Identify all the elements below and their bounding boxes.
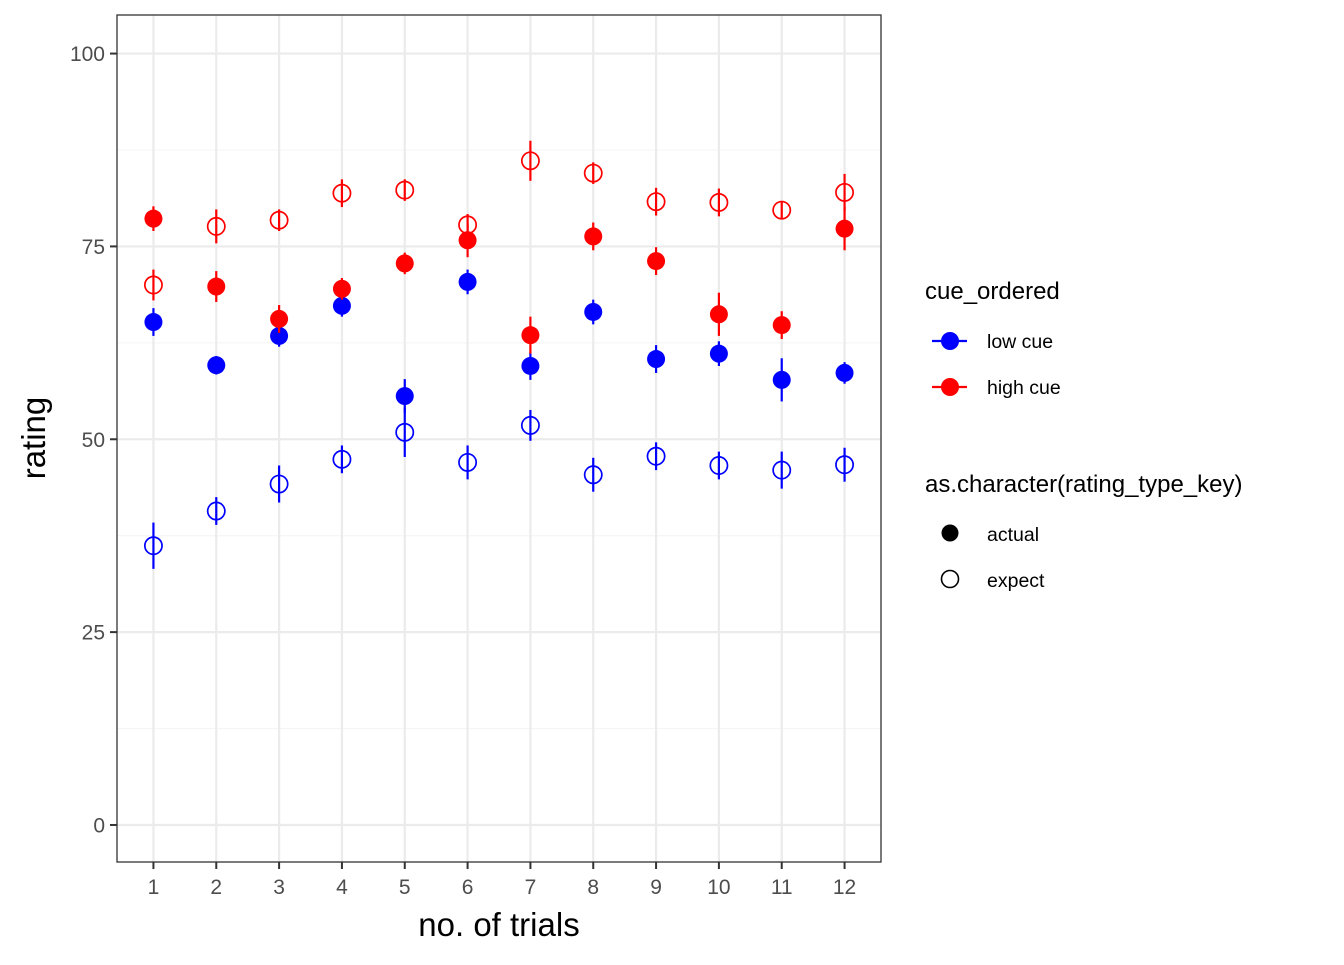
series-low-cue-actual: [144, 269, 854, 414]
point-high-cue-actual: [458, 231, 477, 250]
point-high-cue-expect: [269, 210, 289, 230]
point-low-cue-expect: [646, 446, 666, 466]
point-high-cue-actual: [772, 316, 791, 335]
point-low-cue-actual: [709, 344, 728, 363]
point-high-cue-expect: [143, 275, 163, 295]
point-high-cue-expect: [395, 180, 415, 200]
x-tick-label: 4: [336, 876, 348, 899]
point-low-cue-expect: [458, 452, 478, 472]
point-high-cue-expect: [520, 151, 540, 171]
y-tick-label: 25: [82, 622, 105, 645]
series-high-cue-actual: [144, 206, 854, 354]
x-tick-label: 3: [273, 876, 285, 899]
point-low-cue-actual: [270, 326, 289, 345]
legend-marker-actual: [941, 524, 959, 542]
x-tick-label: 6: [462, 876, 474, 899]
point-high-cue-expect: [709, 193, 729, 212]
point-high-cue-actual: [709, 305, 728, 324]
point-low-cue-expect: [772, 460, 792, 480]
point-low-cue-actual: [835, 363, 854, 382]
point-high-cue-actual: [521, 326, 540, 345]
point-high-cue-expect: [772, 200, 792, 220]
point-high-cue-expect: [332, 183, 352, 203]
legend-marker-high-cue: [941, 378, 959, 396]
point-low-cue-expect: [332, 449, 352, 469]
legend-marker-expect: [940, 569, 960, 589]
point-high-cue-actual: [584, 227, 603, 246]
point-low-cue-actual: [207, 356, 226, 375]
point-low-cue-actual: [772, 370, 791, 389]
point-high-cue-actual: [835, 219, 854, 238]
point-low-cue-expect: [583, 465, 603, 485]
point-high-cue-expect: [835, 182, 855, 202]
major-gridlines: [117, 15, 881, 862]
x-axis-title: no. of trials: [418, 906, 579, 943]
legend-label-expect: expect: [987, 570, 1045, 592]
point-low-cue-expect: [395, 422, 415, 442]
point-low-cue-expect: [143, 536, 163, 556]
series-high-cue-expect: [143, 140, 855, 301]
point-low-cue-expect: [206, 501, 226, 521]
x-tick-label: 10: [707, 876, 730, 899]
data-points: [143, 140, 855, 569]
point-low-cue-expect: [520, 415, 540, 435]
legend-rating-type: as.character(rating_type_key) actual exp…: [925, 471, 1242, 592]
point-high-cue-expect: [583, 163, 603, 183]
point-low-cue-expect: [709, 456, 729, 475]
point-low-cue-actual: [521, 356, 540, 375]
legend-marker-low-cue: [941, 332, 959, 350]
legend-label-low-cue: low cue: [987, 331, 1053, 353]
point-low-cue-actual: [395, 387, 414, 406]
point-low-cue-actual: [584, 302, 603, 321]
x-tick-label: 9: [650, 876, 662, 899]
y-tick-label: 50: [82, 429, 105, 452]
x-tick-label: 1: [148, 876, 160, 899]
point-high-cue-expect: [206, 216, 226, 236]
x-tick-label: 12: [833, 876, 856, 899]
legend-label-high-cue: high cue: [987, 377, 1061, 399]
x-tick-label: 7: [525, 876, 537, 899]
point-high-cue-actual: [647, 252, 666, 271]
legend-cue: cue_ordered low cue high cue: [925, 278, 1061, 399]
legend-type-title: as.character(rating_type_key): [925, 471, 1242, 498]
point-high-cue-expect: [646, 192, 666, 212]
point-high-cue-expect: [458, 215, 478, 235]
point-low-cue-expect: [269, 474, 289, 494]
legend-key-low-cue: [932, 332, 967, 350]
point-low-cue-actual: [144, 313, 163, 332]
x-tick-label: 2: [210, 876, 222, 899]
y-tick-label: 100: [70, 43, 105, 66]
point-low-cue-expect: [835, 455, 855, 475]
y-axis-title: rating: [15, 397, 52, 480]
series-low-cue-expect: [143, 407, 855, 569]
y-tick-label: 0: [93, 814, 105, 837]
x-tick-label: 11: [771, 876, 793, 899]
legend-cue-title: cue_ordered: [925, 278, 1060, 305]
point-high-cue-actual: [395, 254, 414, 273]
point-low-cue-actual: [647, 350, 666, 369]
point-high-cue-actual: [207, 277, 226, 296]
point-low-cue-actual: [458, 272, 477, 291]
point-high-cue-actual: [332, 279, 351, 298]
legend-label-actual: actual: [987, 524, 1039, 546]
point-high-cue-actual: [144, 209, 163, 228]
point-high-cue-actual: [270, 309, 289, 328]
x-tick-label: 8: [587, 876, 599, 899]
minor-gridlines: [117, 149, 881, 730]
x-tick-label: 5: [399, 876, 411, 899]
legend-key-high-cue: [932, 378, 967, 396]
point-low-cue-actual: [332, 296, 351, 315]
y-tick-label: 75: [82, 236, 105, 259]
